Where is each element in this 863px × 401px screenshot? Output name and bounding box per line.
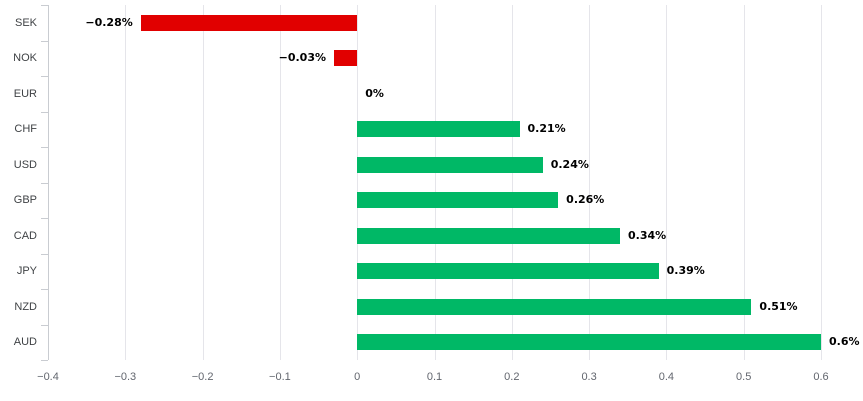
gridline bbox=[202, 5, 204, 360]
bar-jpy[interactable] bbox=[357, 263, 659, 280]
category-axis-tick bbox=[41, 147, 48, 148]
value-label-eur: 0% bbox=[365, 86, 384, 100]
x-tick-label: 0.1 bbox=[426, 371, 443, 383]
category-label-eur: EUR bbox=[13, 87, 37, 100]
x-tick-label: 0.6 bbox=[813, 371, 829, 383]
category-axis-tick bbox=[41, 40, 48, 42]
category-axis-tick bbox=[41, 324, 48, 326]
value-label-usd: 0.24% bbox=[550, 157, 589, 171]
category-label-gbp: GBP bbox=[13, 194, 37, 207]
category-label-cad: CAD bbox=[13, 229, 37, 242]
value-label-gbp: 0.26% bbox=[566, 193, 605, 207]
x-tick-label: −0.4 bbox=[37, 371, 59, 383]
bar-usd[interactable] bbox=[357, 156, 543, 173]
category-axis-tick bbox=[41, 253, 48, 255]
x-tick-label: 0.2 bbox=[504, 371, 520, 383]
category-label-jpy: JPY bbox=[16, 265, 37, 278]
category-axis-tick bbox=[41, 289, 48, 290]
category-label-sek: SEK bbox=[14, 16, 37, 29]
category-axis-line bbox=[48, 5, 49, 360]
bar-gbp[interactable] bbox=[357, 192, 559, 209]
category-label-aud: AUD bbox=[13, 336, 37, 349]
bar-sek[interactable] bbox=[140, 14, 358, 31]
value-label-nzd: 0.51% bbox=[759, 299, 798, 313]
category-axis-tick bbox=[41, 218, 48, 219]
category-label-nok: NOK bbox=[13, 52, 37, 65]
x-tick-label: 0.3 bbox=[581, 371, 597, 383]
gridline bbox=[666, 5, 668, 360]
category-axis-tick bbox=[41, 111, 48, 113]
category-axis-tick bbox=[41, 182, 48, 184]
gridline bbox=[357, 5, 359, 360]
x-tick-label: 0.4 bbox=[658, 371, 675, 383]
gridline bbox=[125, 5, 127, 360]
value-label-aud: 0.6% bbox=[829, 335, 860, 349]
gridline bbox=[434, 5, 436, 360]
x-tick-label: −0.3 bbox=[114, 371, 137, 383]
gridline bbox=[511, 5, 513, 360]
bar-cad[interactable] bbox=[357, 227, 620, 244]
category-label-usd: USD bbox=[13, 158, 37, 171]
bar-chf[interactable] bbox=[357, 121, 520, 138]
x-tick-label: −0.2 bbox=[191, 371, 214, 383]
bar-aud[interactable] bbox=[357, 334, 821, 351]
gridline bbox=[279, 5, 281, 360]
x-tick-label: 0 bbox=[354, 371, 361, 383]
value-label-chf: 0.21% bbox=[527, 122, 566, 136]
gridline bbox=[743, 5, 745, 360]
category-label-nzd: NZD bbox=[14, 300, 37, 313]
bar-nzd[interactable] bbox=[357, 298, 752, 315]
x-tick-label: −0.1 bbox=[269, 371, 291, 383]
category-axis-tick bbox=[41, 360, 48, 361]
gridline bbox=[589, 5, 591, 360]
category-label-chf: CHF bbox=[14, 123, 37, 136]
gridline bbox=[821, 5, 822, 360]
value-label-jpy: 0.39% bbox=[666, 264, 705, 278]
bar-nok[interactable] bbox=[334, 50, 358, 67]
value-label-nok: −0.03% bbox=[278, 51, 326, 65]
category-axis-tick bbox=[41, 76, 48, 77]
x-tick-label: 0.5 bbox=[736, 371, 752, 383]
category-axis-tick bbox=[41, 5, 48, 6]
value-label-cad: 0.34% bbox=[628, 228, 667, 242]
value-label-sek: −0.28% bbox=[85, 15, 133, 29]
